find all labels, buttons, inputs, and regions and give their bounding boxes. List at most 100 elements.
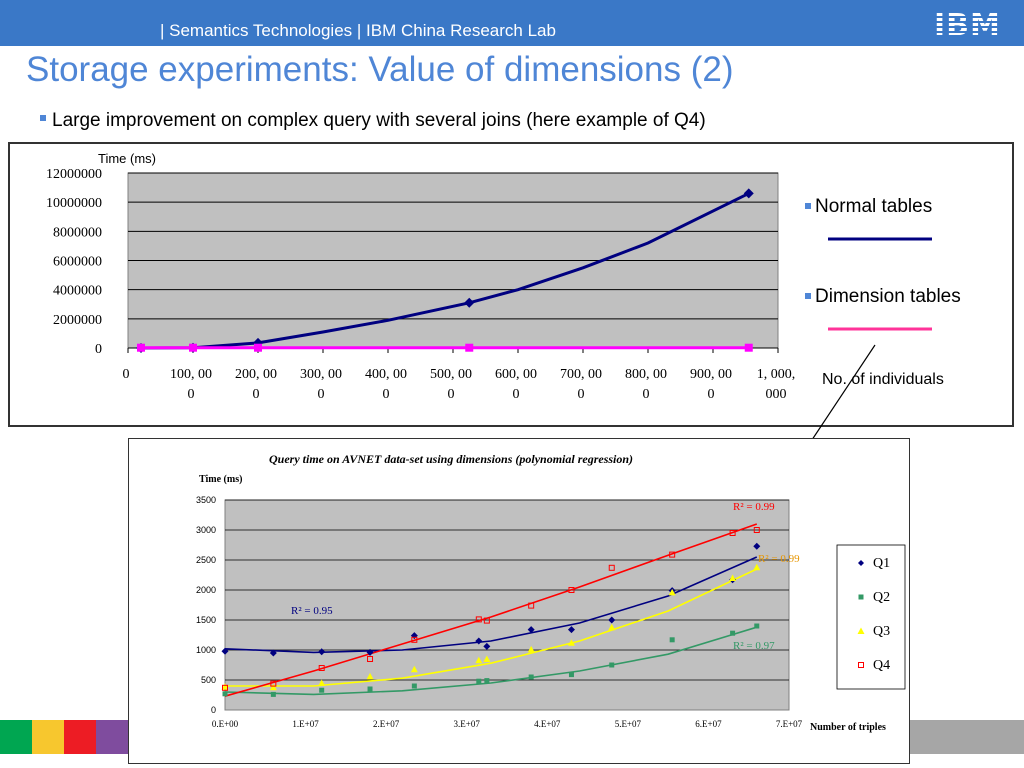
chart2-legend-label: Q3: [873, 624, 890, 639]
bullet-square-icon: [40, 114, 46, 121]
chart2-xtick-label: 0.E+00: [212, 719, 239, 729]
chart2-xtick-label: 4.E+07: [534, 719, 561, 729]
chart2-fit-q2: [224, 626, 758, 696]
chart2-point-q2: [319, 687, 325, 693]
chart2-point-q4: [222, 684, 228, 691]
chart2-legend-label: Q1: [873, 556, 890, 571]
chart2-point-q3: [483, 655, 491, 662]
chart2-xtick-label: 7.E+07: [776, 719, 803, 729]
chart1-xtick-label-line2: 0: [448, 387, 455, 402]
chart2-r2-label-q4: R² = 0.99: [733, 501, 775, 513]
chart2-point-q4: [753, 527, 760, 533]
chart2-ytick-label: 1000: [196, 645, 216, 655]
chart1-xtick-label: 1, 000,: [757, 367, 796, 382]
chart2-xlabel: Number of triples: [810, 722, 886, 733]
stripe-green: [0, 720, 32, 754]
chart1-ytick-label: 6000000: [53, 255, 102, 270]
chart2-point-q4: [568, 587, 575, 593]
chart1-legend-bullet-icon: [805, 203, 811, 209]
chart2-ytick-label: 3500: [196, 495, 216, 505]
chart1-xtick-label: 400, 00: [365, 367, 407, 382]
chart1-xtick-label-line2: 0: [383, 387, 390, 402]
chart2-point-q4: [475, 616, 482, 623]
chart2-point-q1: [366, 648, 374, 656]
chart2-point-q4: [318, 665, 325, 671]
chart2-point-q2: [730, 630, 736, 636]
chart2-ytick-label: 2500: [196, 555, 216, 565]
chart1-xtick-label-line2: 000: [766, 387, 787, 402]
chart2-legend-marker-q1: [858, 560, 864, 566]
chart2-point-q1: [269, 649, 277, 657]
bullet-text: Large improvement on complex query with …: [52, 110, 706, 131]
chart2-point-q2: [270, 691, 276, 697]
chart2-point-q2: [367, 686, 373, 692]
chart1-xtick-label-line2: 0: [578, 387, 585, 402]
chart1-ytick-label: 0: [95, 342, 102, 357]
chart2-point-q3: [668, 588, 676, 596]
chart2-point-q2: [484, 678, 490, 684]
chart1-point-normal: [464, 297, 475, 308]
chart2-point-q1: [527, 626, 535, 634]
chart1-xtick-label-line2: 0: [253, 387, 260, 402]
chart2-point-q3: [269, 683, 277, 691]
chart2-fit-q3: [225, 568, 758, 687]
chart1-legend-label: Normal tables: [815, 196, 932, 217]
chart1-legend-label: Dimension tables: [815, 286, 961, 307]
chart1-point-normal: [743, 188, 754, 199]
chart2-legend-label: Q2: [873, 590, 890, 605]
chart2-point-q3: [527, 645, 535, 653]
chart2-r2-label-q2: R² = 0.97: [733, 640, 775, 652]
chart1-xtick-label-line2: 0: [318, 387, 325, 402]
chart2-point-q4: [729, 530, 736, 536]
chart2-point-q3: [366, 672, 374, 680]
chart2-legend-marker-q3: [857, 627, 865, 634]
chart1-xtick-label: 0: [123, 367, 130, 382]
chart2-point-q2: [568, 672, 574, 678]
chart2-point-q2: [476, 678, 482, 684]
chart2-point-q1: [608, 616, 616, 624]
chart2-legend-label: Q4: [873, 658, 890, 673]
chart1-xtick-label: 900, 00: [690, 367, 732, 382]
chart1-xtick-label: 300, 00: [300, 367, 342, 382]
chart2-point-q1: [221, 647, 229, 655]
chart2-point-q2: [411, 683, 417, 689]
chart1-xtick-label: 500, 00: [430, 367, 472, 382]
chart2-fit-q1: [224, 556, 758, 654]
chart1-legend-bullet-icon: [805, 293, 811, 299]
chart1-svg: 12000000 10000000 8000000 6000000 4000000 200…: [46, 151, 961, 402]
ibm-logo: IBM: [934, 8, 1001, 43]
chart1-ytick-label: 12000000: [46, 167, 102, 182]
chart2-point-q2: [754, 623, 760, 629]
chart2-point-q2: [222, 691, 228, 697]
chart2-xtick-label: 3.E+07: [454, 719, 481, 729]
chart1-point-dimension: [465, 343, 474, 352]
chart1-xtick-label-line2: 0: [513, 387, 520, 402]
chart1-xtick-label: 200, 00: [235, 367, 277, 382]
chart1-ytick-label: 10000000: [46, 196, 102, 211]
chart2-svg: Query time on AVNET data-set using dimen…: [196, 452, 906, 733]
chart2-point-q1: [567, 626, 575, 634]
chart2-legend-box: [836, 544, 906, 690]
chart2-point-q3: [410, 665, 418, 673]
chart2-point-q3: [221, 683, 229, 690]
slide-title: Storage experiments: Value of dimensions…: [26, 50, 734, 89]
chart2-point-q4: [270, 680, 277, 687]
chart1-ytick-label: 4000000: [53, 284, 102, 299]
chart1-annotation: No. of individuals: [822, 371, 944, 388]
chart2-point-q1: [475, 637, 483, 645]
chart2-ytick-label: 0: [211, 705, 216, 715]
chart2-ytick-label: 500: [201, 675, 216, 685]
chart2-point-q3: [475, 656, 483, 664]
chart2-frame: Query time on AVNET data-set using dimen…: [128, 438, 910, 764]
chart1-frame: 12000000 10000000 8000000 6000000 4000000 200…: [8, 142, 1014, 427]
bottom-color-stripes: [0, 720, 1024, 754]
chart1-xtick-label: 700, 00: [560, 367, 602, 382]
chart2-point-q4: [669, 551, 676, 558]
chart1-xtick-label-line2: 0: [188, 387, 195, 402]
bullet-point: Large improvement on complex query with …: [40, 110, 706, 132]
stripe-gray: [910, 720, 1024, 754]
chart1-ytick-label: 8000000: [53, 225, 102, 240]
chart2-xtick-label: 2.E+07: [373, 719, 400, 729]
chart2-xtick-label: 5.E+07: [615, 719, 642, 729]
chart2-point-q3: [318, 679, 326, 686]
